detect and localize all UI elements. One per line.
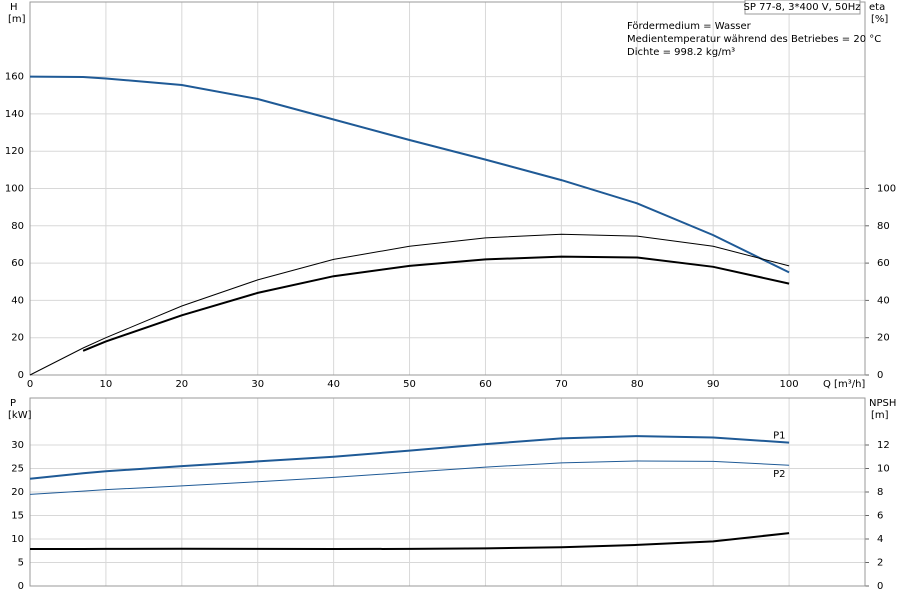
y2-tick-label: 0 [877, 581, 883, 592]
y-tick-label: 0 [18, 370, 24, 381]
y-tick-label: 160 [5, 72, 24, 83]
y2-tick-label: 2 [877, 558, 883, 569]
series-line [29, 435, 790, 480]
x-tick-label: 60 [479, 379, 492, 390]
y-tick-label: 100 [5, 184, 24, 195]
series-line [29, 460, 790, 495]
y2-tick-label: 4 [877, 534, 883, 545]
chart-title: SP 77-8, 3*400 V, 50Hz [744, 2, 861, 13]
y-tick-label: 5 [18, 558, 24, 569]
series-line [30, 532, 790, 551]
y-tick-label: 10 [11, 534, 24, 545]
series-label: P2 [773, 469, 785, 480]
y-tick-label: 80 [11, 221, 24, 232]
y-tick-label: 0 [18, 581, 24, 592]
y2-tick-label: 80 [877, 221, 890, 232]
plot-frame [29, 1, 866, 376]
x-tick-label: 70 [555, 379, 568, 390]
annotation: Medientemperatur während des Betriebes =… [627, 34, 881, 45]
title-box [744, 0, 861, 15]
y2-tick-label: 0 [877, 370, 883, 381]
plot-frame [29, 397, 866, 587]
y-tick-label: 40 [11, 295, 24, 306]
y-tick-label: 20 [11, 487, 24, 498]
y-unit: [kW] [8, 410, 32, 421]
series-line [29, 233, 790, 376]
x-tick-label: 100 [780, 379, 799, 390]
series-line [82, 255, 790, 352]
y-label: P [10, 398, 16, 409]
series-line [29, 75, 790, 274]
y-label: H [10, 2, 18, 13]
y-tick-label: 60 [11, 258, 24, 269]
y-tick-label: 140 [5, 109, 24, 120]
y2-tick-label: 100 [877, 184, 896, 195]
annotation: Dichte = 998.2 kg/m³ [627, 47, 735, 58]
x-tick-label: 50 [403, 379, 416, 390]
x-tick-label: 30 [251, 379, 264, 390]
x-tick-label: 20 [175, 379, 188, 390]
y2-tick-label: 10 [877, 464, 890, 475]
y-tick-label: 120 [5, 146, 24, 157]
y2-tick-label: 40 [877, 295, 890, 306]
y-tick-label: 25 [11, 464, 24, 475]
y-tick-label: 20 [11, 333, 24, 344]
y2-tick-label: 6 [877, 511, 883, 522]
y2-tick-label: 20 [877, 333, 890, 344]
annotation: Fördermedium = Wasser [627, 21, 752, 32]
y2-tick-label: 8 [877, 487, 883, 498]
y2-unit: [%] [871, 14, 888, 25]
series-label: P1 [773, 431, 785, 442]
x-tick-label: 40 [327, 379, 340, 390]
y2-tick-label: 60 [877, 258, 890, 269]
y2-unit: [m] [871, 410, 889, 421]
x-tick-label: 10 [100, 379, 113, 390]
y-tick-label: 15 [11, 511, 24, 522]
y2-label: NPSH [869, 398, 896, 409]
y2-tick-label: 12 [877, 440, 890, 451]
y-unit: [m] [8, 14, 26, 25]
y2-label: eta [869, 2, 885, 13]
x-tick-label: 90 [707, 379, 720, 390]
y-tick-label: 30 [11, 440, 24, 451]
x-label: Q [m³/h] [823, 379, 865, 390]
x-tick-label: 0 [27, 379, 33, 390]
x-tick-label: 80 [631, 379, 644, 390]
